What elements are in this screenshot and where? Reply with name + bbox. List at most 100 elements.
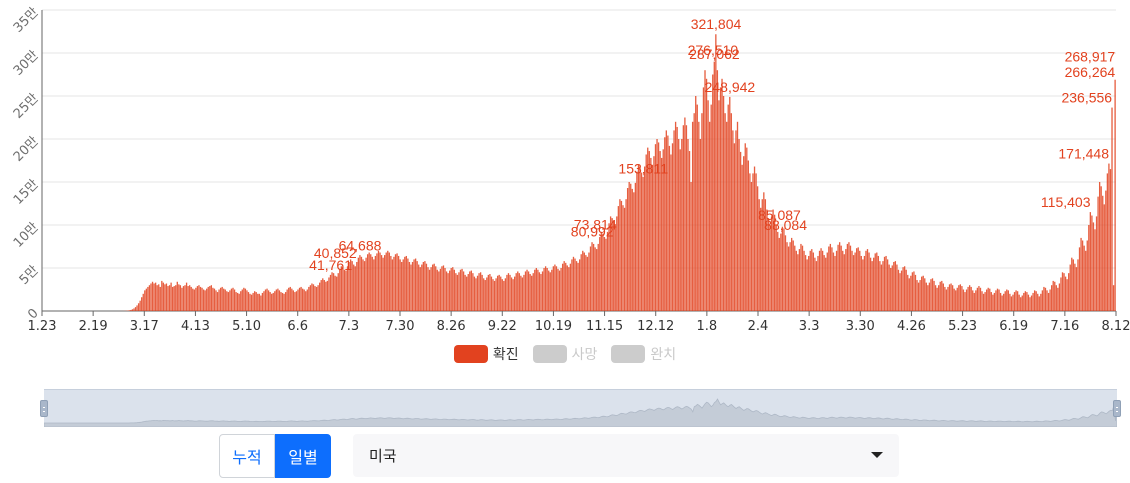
bar[interactable] bbox=[876, 252, 878, 311]
bar[interactable] bbox=[914, 274, 917, 311]
bar[interactable] bbox=[600, 231, 602, 311]
bar[interactable] bbox=[783, 228, 785, 311]
bar[interactable] bbox=[218, 289, 220, 312]
bar[interactable] bbox=[524, 271, 527, 311]
bar[interactable] bbox=[756, 186, 759, 311]
bar[interactable] bbox=[1023, 292, 1025, 311]
bar[interactable] bbox=[473, 276, 476, 311]
bar[interactable] bbox=[702, 87, 705, 312]
bar[interactable] bbox=[917, 282, 920, 311]
bar[interactable] bbox=[235, 292, 237, 311]
bar[interactable] bbox=[179, 285, 182, 311]
bar[interactable] bbox=[947, 286, 949, 311]
bar[interactable] bbox=[882, 261, 884, 311]
bar[interactable] bbox=[549, 272, 551, 311]
bar[interactable] bbox=[986, 289, 988, 312]
bar[interactable] bbox=[967, 286, 969, 311]
bar[interactable] bbox=[246, 290, 248, 311]
bar[interactable] bbox=[674, 121, 677, 311]
bar[interactable] bbox=[500, 276, 502, 311]
bar[interactable] bbox=[492, 279, 494, 311]
bar[interactable] bbox=[786, 242, 788, 311]
bar[interactable] bbox=[518, 273, 520, 311]
bar[interactable] bbox=[308, 286, 310, 311]
bar[interactable] bbox=[1098, 182, 1101, 311]
bar[interactable] bbox=[128, 310, 130, 311]
bar[interactable] bbox=[233, 289, 236, 312]
bar[interactable] bbox=[661, 157, 663, 311]
bar[interactable] bbox=[1024, 291, 1027, 311]
bar[interactable] bbox=[1040, 293, 1042, 311]
bar[interactable] bbox=[965, 289, 968, 312]
bar[interactable] bbox=[972, 290, 974, 311]
bar[interactable] bbox=[950, 283, 952, 311]
bar[interactable] bbox=[684, 117, 686, 312]
bar[interactable] bbox=[959, 284, 962, 311]
bar[interactable] bbox=[462, 271, 465, 311]
bar[interactable] bbox=[678, 139, 680, 311]
bar[interactable] bbox=[424, 261, 426, 311]
bar[interactable] bbox=[710, 104, 712, 311]
bar[interactable] bbox=[695, 96, 697, 311]
bar[interactable] bbox=[452, 267, 454, 311]
bar[interactable] bbox=[332, 273, 335, 311]
bar[interactable] bbox=[418, 264, 420, 311]
bar[interactable] bbox=[679, 149, 681, 311]
bar[interactable] bbox=[1051, 285, 1053, 311]
bar[interactable] bbox=[391, 259, 394, 311]
bar[interactable] bbox=[1063, 273, 1065, 311]
bar[interactable] bbox=[931, 278, 934, 311]
bar[interactable] bbox=[654, 144, 657, 311]
bar[interactable] bbox=[210, 285, 212, 311]
bar[interactable] bbox=[583, 252, 585, 311]
bar[interactable] bbox=[905, 269, 907, 311]
bar[interactable] bbox=[747, 160, 749, 312]
bar[interactable] bbox=[486, 277, 488, 311]
bar[interactable] bbox=[814, 257, 816, 311]
bar[interactable] bbox=[445, 271, 448, 311]
bar[interactable] bbox=[171, 286, 174, 311]
bar[interactable] bbox=[973, 292, 975, 311]
bar[interactable] bbox=[630, 183, 632, 311]
bar[interactable] bbox=[495, 278, 497, 311]
bar[interactable] bbox=[1106, 173, 1109, 311]
bar[interactable] bbox=[804, 255, 807, 311]
bar[interactable] bbox=[582, 250, 584, 311]
bar[interactable] bbox=[682, 125, 685, 312]
bar[interactable] bbox=[608, 223, 610, 311]
bar[interactable] bbox=[449, 270, 451, 311]
bar[interactable] bbox=[1004, 291, 1006, 311]
bar[interactable] bbox=[340, 266, 342, 311]
bar[interactable] bbox=[981, 291, 983, 311]
bar[interactable] bbox=[435, 266, 437, 311]
bar[interactable] bbox=[261, 292, 264, 311]
bar[interactable] bbox=[411, 261, 414, 311]
bar[interactable] bbox=[384, 255, 386, 311]
bar[interactable] bbox=[633, 192, 635, 311]
bar[interactable] bbox=[962, 289, 965, 312]
bar[interactable] bbox=[707, 100, 709, 311]
bar[interactable] bbox=[374, 255, 377, 311]
bar[interactable] bbox=[976, 287, 979, 311]
bar[interactable] bbox=[803, 250, 805, 311]
bar[interactable] bbox=[842, 250, 844, 311]
bar[interactable] bbox=[356, 261, 358, 311]
bar[interactable] bbox=[614, 224, 616, 311]
bar[interactable] bbox=[329, 274, 332, 311]
bar[interactable] bbox=[798, 249, 801, 311]
bar[interactable] bbox=[849, 245, 852, 311]
bar[interactable] bbox=[345, 270, 347, 311]
bar[interactable] bbox=[989, 288, 991, 311]
bar[interactable] bbox=[512, 279, 514, 311]
bar[interactable] bbox=[568, 267, 570, 311]
bar[interactable] bbox=[921, 276, 923, 311]
bar[interactable] bbox=[405, 255, 407, 311]
bar[interactable] bbox=[591, 242, 593, 311]
bar[interactable] bbox=[366, 254, 369, 311]
bar[interactable] bbox=[1089, 212, 1092, 311]
bar[interactable] bbox=[575, 261, 578, 311]
bar[interactable] bbox=[263, 291, 265, 311]
slider-right-handle[interactable] bbox=[1113, 400, 1121, 417]
bar[interactable] bbox=[871, 261, 873, 311]
bar[interactable] bbox=[913, 271, 915, 311]
